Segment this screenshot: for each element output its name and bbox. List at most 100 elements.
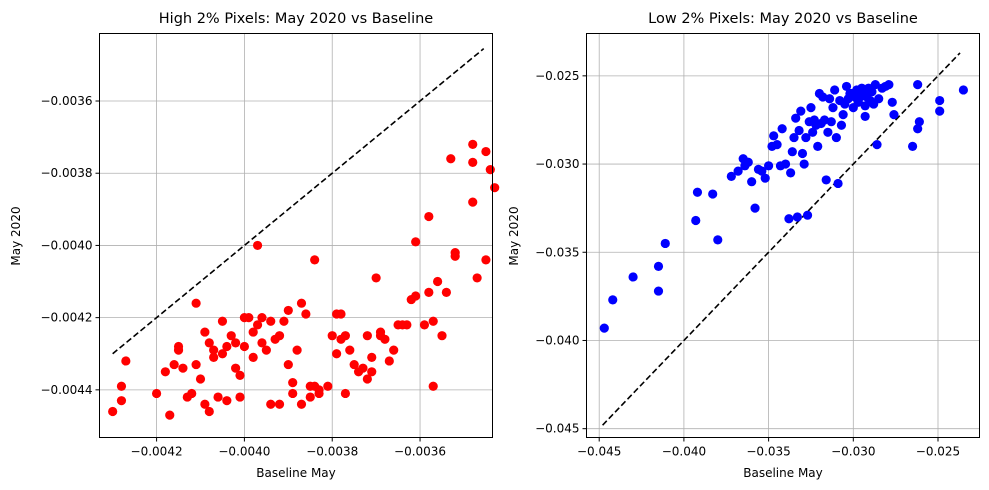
scatter-point xyxy=(323,381,333,391)
x-ticks: −0.045 −0.040 −0.035 −0.030 −0.025 xyxy=(577,437,960,459)
scatter-point xyxy=(296,399,307,409)
scatter-point xyxy=(784,214,794,224)
x-tick-label: −0.035 xyxy=(746,445,790,459)
chart-title: High 2% Pixels: May 2020 vs Baseline xyxy=(159,11,434,27)
y-ticks: −0.045 −0.040 −0.035 −0.030 −0.025 xyxy=(535,69,587,436)
scatter-point xyxy=(217,316,228,326)
scatter-point xyxy=(191,298,201,308)
scatter-point xyxy=(187,388,197,399)
scatter-point xyxy=(806,102,816,113)
scatter-point xyxy=(261,345,271,355)
scatter-point xyxy=(332,349,342,359)
scatter-point xyxy=(794,125,804,136)
scatter-point xyxy=(792,212,802,222)
scatter-point xyxy=(371,273,381,283)
scatter-point xyxy=(628,272,638,282)
axes-frame xyxy=(99,33,493,438)
y-tick-label: −0.040 xyxy=(535,333,579,347)
scatter-point xyxy=(764,161,774,171)
scatter-point xyxy=(336,309,346,319)
scatter-point xyxy=(653,286,664,296)
scatter-point xyxy=(887,97,897,107)
identity-line xyxy=(602,52,961,426)
scatter-point xyxy=(235,370,245,381)
scatter-point xyxy=(935,95,945,106)
scatter-point xyxy=(419,320,430,330)
scatter-point xyxy=(411,237,421,247)
scatter-point xyxy=(808,127,818,137)
scatter-point xyxy=(349,359,359,370)
scatter-point xyxy=(599,323,609,333)
scatter-point xyxy=(889,110,899,120)
scatter-point xyxy=(813,141,823,152)
scatter-point xyxy=(310,255,320,265)
scatter-point xyxy=(288,378,298,388)
scatter-point xyxy=(160,367,170,377)
scatter-point xyxy=(301,309,311,319)
scatter-point xyxy=(231,338,241,348)
scatter-point xyxy=(248,352,258,362)
scatter-point xyxy=(801,132,811,143)
scatter-point xyxy=(305,392,315,402)
scatter-point xyxy=(472,273,482,283)
scatter-point xyxy=(838,110,848,120)
scatter-point xyxy=(288,388,298,399)
chart-low-2pct: Low 2% Pixels: May 2020 vs Baseline −0.0… xyxy=(507,11,980,480)
scatter-point xyxy=(389,345,399,355)
scatter-point xyxy=(121,356,131,366)
scatter-point xyxy=(424,287,434,297)
scatter-point xyxy=(327,331,337,341)
scatter-point xyxy=(786,168,796,178)
scatter-point xyxy=(726,171,736,181)
scatter-point xyxy=(660,238,670,249)
x-tick-label: −0.025 xyxy=(916,445,960,459)
scatter-point xyxy=(283,305,293,316)
x-ticks: −0.0042 −0.0040 −0.0038 −0.0036 xyxy=(131,437,446,459)
scatter-point xyxy=(713,235,723,245)
y-tick-label: −0.0040 xyxy=(40,238,92,252)
scatter-point xyxy=(424,211,434,222)
scatter-point xyxy=(830,85,840,95)
scatter-point xyxy=(608,295,618,305)
scatter-point xyxy=(151,388,162,399)
x-tick-label: −0.045 xyxy=(577,445,621,459)
scatter-point xyxy=(274,399,285,409)
reference-line xyxy=(112,48,485,355)
scatter-point xyxy=(824,94,835,104)
scatter-point xyxy=(867,87,877,97)
reference-line xyxy=(602,52,961,426)
scatter-points xyxy=(599,80,969,333)
scatter-point xyxy=(913,124,923,134)
scatter-point xyxy=(213,392,223,402)
scatter-point xyxy=(314,385,324,395)
scatter-point xyxy=(828,102,838,113)
scatter-point xyxy=(831,132,841,143)
scatter-point xyxy=(266,316,276,326)
x-tick-label: −0.0042 xyxy=(131,445,183,459)
scatter-point xyxy=(772,140,782,150)
scatter-point xyxy=(195,374,206,384)
scatter-point xyxy=(173,345,184,355)
scatter-point xyxy=(468,197,478,207)
scatter-point xyxy=(787,147,797,157)
scatter-point xyxy=(691,215,701,226)
scatter-point xyxy=(747,177,757,187)
scatter-point xyxy=(799,159,809,169)
scatter-point xyxy=(340,388,350,399)
scatter-point xyxy=(708,189,718,199)
y-tick-label: −0.0044 xyxy=(40,383,92,397)
scatter-point xyxy=(244,313,254,323)
scatter-point xyxy=(283,359,293,370)
scatter-point xyxy=(235,392,245,402)
x-axis-label: Baseline May xyxy=(256,466,336,480)
scatter-point xyxy=(345,345,355,355)
scatter-point xyxy=(446,154,456,164)
scatter-point xyxy=(108,406,118,417)
scatter-point xyxy=(802,210,813,220)
scatter-point xyxy=(777,124,787,134)
x-tick-label: −0.040 xyxy=(662,445,706,459)
scatter-point xyxy=(450,251,460,261)
scatter-point xyxy=(358,363,368,373)
scatter-point xyxy=(692,187,703,197)
scatter-point xyxy=(907,141,918,152)
